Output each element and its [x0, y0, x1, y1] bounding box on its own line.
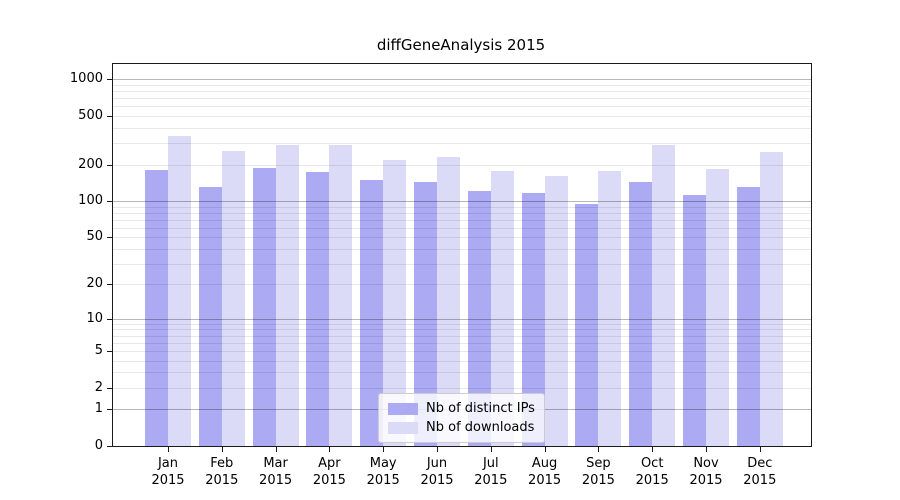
plot-area: Nb of distinct IPs Nb of downloads 0 1 2 5 1… — [70, 63, 812, 488]
x-tick-label-jul: Jul 2015 — [474, 456, 508, 488]
y-tick-mark-5 — [107, 350, 112, 352]
y-tick-mark-1 — [107, 409, 112, 411]
y-tick-mark-2 — [107, 387, 112, 389]
gridline-major-1000 — [113, 79, 811, 81]
bar-downloads-nov — [706, 169, 729, 446]
x-tick-label-apr: Apr 2015 — [312, 456, 346, 488]
y-tick-label-50: 50 — [86, 229, 103, 245]
x-tick-label-feb: Feb 2015 — [205, 456, 239, 488]
bar-downloads-apr — [329, 144, 353, 446]
x-tick-mark-jun — [437, 447, 438, 452]
y-tick-label-10: 10 — [86, 310, 103, 326]
legend-label-downloads: Nb of downloads — [426, 420, 535, 435]
bar-ips-aug — [521, 192, 545, 446]
bar-ips-oct — [629, 181, 653, 446]
x-tick-mark-mar — [275, 447, 277, 452]
bar-ips-apr — [306, 171, 330, 446]
legend-item-downloads: Nb of downloads — [388, 418, 535, 437]
y-tick-mark-10 — [107, 318, 112, 320]
gridline-minor-400 — [113, 127, 811, 129]
bar-ips-jul — [467, 190, 491, 446]
bar-ips-jun — [414, 181, 437, 446]
bar-ips-nov — [683, 194, 706, 446]
bar-downloads-jan — [168, 135, 191, 446]
y-tick-mark-200 — [107, 164, 112, 166]
bar-downloads-may — [383, 160, 407, 446]
y-tick-label-500: 500 — [78, 108, 103, 124]
bar-downloads-aug — [544, 175, 568, 446]
bar-ips-mar — [252, 167, 276, 446]
y-tick-mark-50 — [107, 237, 112, 239]
chart-title: diffGeneAnalysis 2015 — [376, 36, 546, 54]
bar-ips-may — [360, 179, 384, 446]
y-tick-label-2: 2 — [94, 379, 103, 395]
y-tick-mark-20 — [107, 284, 112, 286]
bar-ips-feb — [198, 187, 222, 446]
gridline-minor-200 — [113, 164, 811, 166]
x-tick-label-dec: Dec 2015 — [743, 456, 777, 488]
gridline-minor-300 — [113, 143, 811, 145]
x-tick-mark-oct — [652, 447, 654, 452]
x-tick-mark-feb — [221, 447, 223, 452]
y-tick-label-1000: 1000 — [69, 71, 103, 87]
x-tick-label-mar: Mar 2015 — [259, 456, 293, 488]
x-tick-mark-nov — [706, 447, 707, 452]
bar-downloads-feb — [221, 151, 245, 446]
bar-downloads-mar — [275, 144, 299, 446]
x-tick-mark-jan — [168, 447, 169, 452]
y-tick-label-0: 0 — [94, 438, 103, 453]
bar-ips-jan — [145, 170, 168, 446]
bar-ips-dec — [736, 187, 760, 446]
y-tick-mark-0 — [107, 446, 112, 447]
x-tick-label-may: May 2015 — [366, 456, 400, 488]
bar-downloads-jun — [437, 157, 460, 446]
bar-downloads-dec — [759, 151, 783, 446]
legend: Nb of distinct IPs Nb of downloads — [378, 393, 545, 443]
x-tick-label-oct: Oct 2015 — [635, 456, 669, 488]
y-tick-label-100: 100 — [78, 193, 103, 209]
y-tick-mark-500 — [107, 116, 112, 118]
x-tick-label-nov: Nov 2015 — [689, 456, 723, 488]
x-tick-label-sep: Sep 2015 — [581, 456, 615, 488]
gridline-minor-800 — [113, 91, 811, 93]
bar-ips-sep — [575, 204, 599, 446]
y-tick-mark-1000 — [107, 79, 112, 81]
bar-downloads-jul — [490, 171, 514, 446]
y-tick-label-1: 1 — [94, 401, 103, 417]
y-tick-label-200: 200 — [78, 156, 103, 172]
x-tick-mark-sep — [598, 447, 600, 452]
bar-downloads-oct — [652, 144, 676, 446]
x-tick-mark-apr — [329, 447, 331, 452]
gridline-minor-900 — [113, 84, 811, 86]
y-tick-mark-100 — [107, 201, 112, 203]
y-tick-label-5: 5 — [94, 342, 103, 358]
x-tick-mark-aug — [544, 447, 546, 452]
gridline-minor-600 — [113, 106, 811, 108]
x-tick-mark-jul — [490, 447, 492, 452]
bar-downloads-sep — [598, 171, 622, 446]
gridline-minor-500 — [113, 116, 811, 118]
x-tick-mark-may — [383, 447, 385, 452]
legend-item-distinct-ips: Nb of distinct IPs — [388, 399, 535, 418]
x-tick-label-jun: Jun 2015 — [420, 456, 454, 488]
x-tick-mark-dec — [759, 447, 761, 452]
x-tick-label-aug: Aug 2015 — [528, 456, 562, 488]
legend-swatch-downloads-icon — [388, 421, 418, 434]
x-tick-label-jan: Jan 2015 — [151, 456, 185, 488]
y-tick-label-20: 20 — [86, 276, 103, 292]
legend-label-distinct-ips: Nb of distinct IPs — [426, 401, 535, 416]
legend-swatch-distinct-ips-icon — [388, 402, 418, 415]
gridline-minor-700 — [113, 98, 811, 100]
